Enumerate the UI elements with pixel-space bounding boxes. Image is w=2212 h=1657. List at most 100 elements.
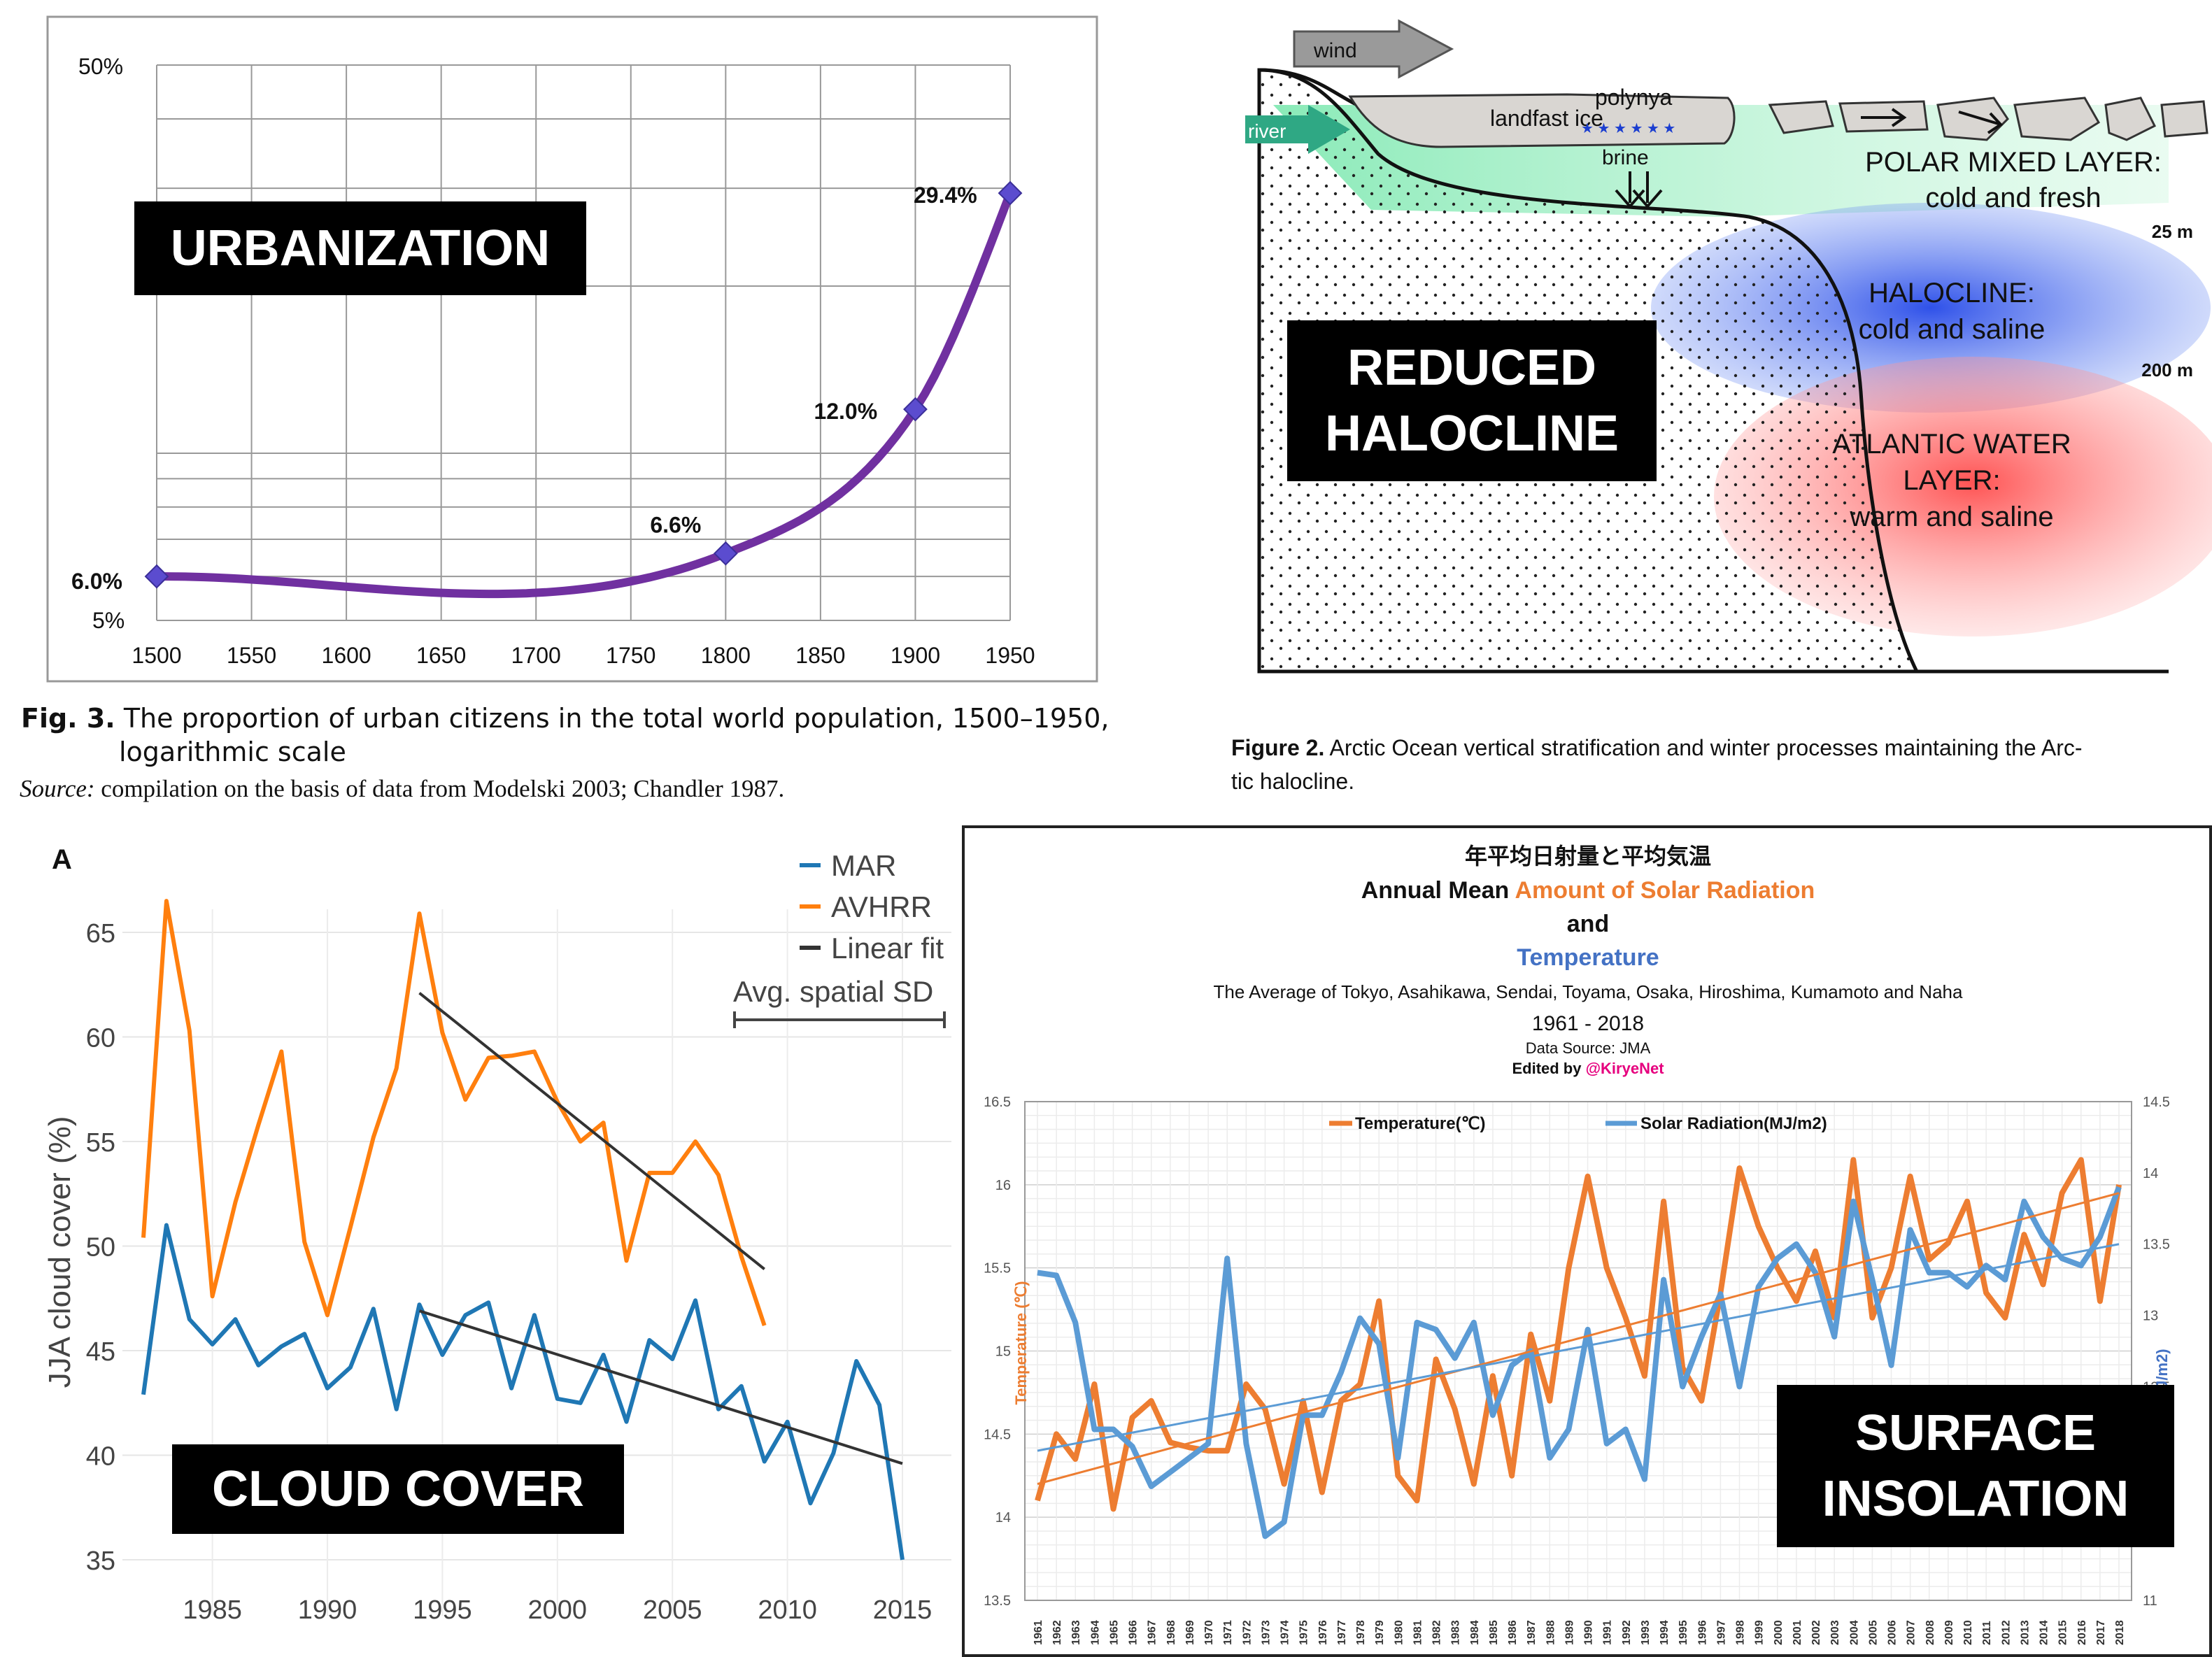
insolation-title-and: and [1567, 911, 1609, 937]
insolation-year-tick-label: 2007 [1906, 1620, 1917, 1645]
cloud-cover-y-tick-label: 35 [86, 1546, 115, 1576]
insolation-plot-area [1024, 1101, 2132, 1601]
insolation-year-tick-label: 1997 [1715, 1620, 1727, 1645]
insolation-year-tick-label: 1963 [1070, 1620, 1082, 1645]
temperature-series-line [1035, 1157, 2122, 1512]
insolation-year-tick-label: 2009 [1943, 1620, 1955, 1645]
insolation-year-tick-label: 1976 [1317, 1620, 1329, 1645]
atlantic-layer-title-2: LAYER: [1903, 465, 2000, 496]
insolation-year-tick-label: 1984 [1469, 1620, 1481, 1645]
urbanization-x-tick-label: 1500 [132, 643, 181, 668]
urbanization-points: 6.0% 6.6% 12.0% 29.4% [71, 180, 1023, 594]
insolation-title-orange: Amount of Solar Radiation [1515, 877, 1815, 904]
insolation-year-tick-label: 1993 [1640, 1620, 1652, 1645]
insolation-right-tick-label: 14 [2143, 1166, 2158, 1181]
urbanization-x-tick-label: 1800 [701, 643, 751, 668]
insolation-data-source: Data Source: JMA [1526, 1039, 1651, 1057]
insolation-year-tick-label: 2010 [1962, 1620, 1974, 1645]
urbanization-caption-text2: logarithmic scale [119, 737, 346, 767]
cloud-cover-y-label: JJA cloud cover (%) [43, 1116, 77, 1388]
insolation-right-tick-label: 13.5 [2143, 1237, 2170, 1253]
insolation-title-black: Annual Mean [1361, 877, 1515, 904]
halocline-layer-title: HALOCLINE: [1869, 278, 2035, 308]
insolation-year-tick-label: 2005 [1867, 1620, 1879, 1645]
insolation-title-jp: 年平均日射量と平均気温 [1465, 844, 1711, 869]
halocline-label: REDUCED HALOCLINE [1287, 320, 1657, 481]
insolation-years-range: 1961 - 2018 [1532, 1012, 1644, 1035]
halocline-diagram: wind river landfast ice polynya ★ ★ ★ ★ … [1245, 19, 2212, 674]
insolation-year-tick-label: 1975 [1298, 1620, 1310, 1645]
insolation-year-tick-label: 1998 [1735, 1620, 1747, 1645]
halocline-panel: wind river landfast ice polynya ★ ★ ★ ★ … [1231, 0, 2212, 818]
insolation-subtitle: The Average of Tokyo, Asahikawa, Sendai,… [1214, 981, 1963, 1002]
urbanization-x-ticks: 1500 1550 1600 1650 1700 1750 1800 1850 1900 1950 [132, 643, 1035, 668]
insolation-year-tick-label: 1991 [1602, 1620, 1614, 1645]
atlantic-layer-title-1: ATLANTIC WATER [1832, 429, 2071, 460]
urbanization-data-point [144, 564, 169, 589]
polynya-label: polynya [1595, 85, 1673, 110]
cloud-cover-y-tick-label: 45 [86, 1337, 115, 1367]
insolation-year-tick-label: 1989 [1564, 1620, 1575, 1645]
urbanization-x-tick-label: 1600 [322, 643, 371, 668]
cloud-cover-y-tick-label: 40 [86, 1442, 115, 1472]
insolation-year-tick-label: 2013 [2019, 1620, 2031, 1645]
insolation-year-tick-label: 1969 [1184, 1620, 1196, 1645]
polar-mixed-layer-title: POLAR MIXED LAYER: [1865, 147, 2162, 178]
insolation-year-tick-label: 2008 [1924, 1620, 1936, 1645]
insolation-right-tick-label: 14.5 [2143, 1095, 2170, 1110]
insolation-year-tick-label: 1974 [1279, 1620, 1291, 1645]
temperature-trend-line [1037, 1192, 2120, 1486]
solar-radiation-series-line [1037, 1186, 2122, 1539]
insolation-handle: @KiryeNet [1586, 1060, 1665, 1077]
insolation-title-temperature: Temperature [1517, 944, 1659, 971]
urbanization-caption-figno: Fig. 3. [21, 703, 115, 734]
cloud-cover-panel-letter: A [52, 844, 72, 875]
insolation-year-tick-label: 1982 [1431, 1620, 1443, 1645]
urbanization-data-point [903, 397, 928, 422]
insolation-year-tick-label: 2001 [1792, 1620, 1803, 1645]
urbanization-x-tick-label: 1850 [795, 643, 845, 668]
cloud-cover-panel: 35 40 45 50 55 60 65 1985 1990 1995 2000 2005 2010 2… [0, 825, 958, 1657]
urbanization-x-tick-label: 1550 [227, 643, 276, 668]
urbanization-source: Source: compilation on the basis of data… [20, 775, 1111, 803]
legend-solar-label: Solar Radiation(MJ/m2) [1640, 1114, 1827, 1133]
landfast-ice-label: landfast ice [1490, 106, 1603, 131]
insolation-year-tick-label: 2016 [2076, 1620, 2088, 1645]
insolation-year-tick-label: 1988 [1545, 1620, 1557, 1645]
urbanization-point-label: 6.0% [71, 569, 122, 594]
insolation-left-axis-label: Temperature (℃) [1012, 1281, 1030, 1404]
brine-stars-icon: ★ ★ ★ ★ ★ ★ [1581, 121, 1675, 136]
cloud-cover-x-tick-label: 1990 [298, 1595, 357, 1625]
brine-label: brine [1602, 146, 1649, 169]
river-arrow-icon [1245, 105, 1350, 154]
insolation-year-tick-label: 2011 [1981, 1621, 1993, 1645]
urbanization-caption: Fig. 3. The proportion of urban citizens… [21, 702, 1112, 769]
insolation-left-tick-label: 15 [995, 1344, 1011, 1360]
insolation-year-tick-label: 1964 [1089, 1620, 1101, 1645]
insolation-year-tick-label: 1971 [1222, 1620, 1234, 1645]
insolation-year-tick-label: 1979 [1374, 1620, 1386, 1645]
avg-spatial-sd-label: Avg. spatial SD [733, 975, 933, 1008]
halocline-layer-subtitle: cold and saline [1859, 314, 2046, 345]
insolation-year-tick-label: 2006 [1887, 1620, 1899, 1645]
drift-arrow-1-icon [1861, 108, 1907, 127]
drift-arrow-2-icon [1958, 111, 2004, 134]
insolation-year-tick-label: 1994 [1659, 1620, 1671, 1645]
urbanization-label: URBANIZATION [134, 201, 586, 295]
insolation-year-tick-label: 2018 [2114, 1620, 2126, 1645]
avg-spatial-sd-bar [733, 1011, 946, 1028]
insolation-year-tick-label: 2000 [1773, 1620, 1785, 1645]
urbanization-point-label: 29.4% [914, 183, 977, 208]
insolation-right-tick-label: 13 [2143, 1309, 2158, 1324]
insolation-year-tick-label: 2017 [2095, 1620, 2107, 1645]
cloud-cover-x-tick-label: 1995 [413, 1595, 472, 1625]
insolation-left-ticks: 13.5 14 14.5 15 15.5 16 16.5 [984, 1095, 1011, 1609]
legend-avhrr-label: AVHRR [831, 890, 932, 923]
halocline-caption-text: Arctic Ocean vertical stratification and… [1329, 735, 2083, 760]
insolation-year-tick-label: 1977 [1336, 1620, 1348, 1645]
legend-temperature-label: Temperature(℃) [1355, 1114, 1486, 1133]
cloud-cover-y-tick-label: 60 [86, 1024, 115, 1053]
insolation-left-tick-label: 13.5 [984, 1593, 1011, 1609]
legend-fit-label: Linear fit [831, 932, 944, 965]
insolation-year-tick-label: 1990 [1583, 1620, 1595, 1645]
